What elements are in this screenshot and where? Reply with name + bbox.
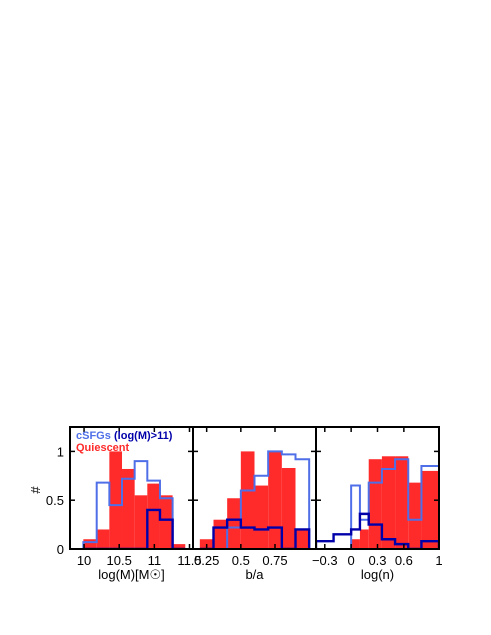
- x-tick-label: 0.25: [194, 553, 219, 568]
- quiescent-bar: [281, 467, 296, 549]
- x-axis-label: log(n): [361, 567, 394, 582]
- x-tick-label: 10.5: [107, 553, 132, 568]
- panel-1: 10 10.5 11 11.5 0 0.5 1 log(M)[M☉]: [46, 426, 202, 582]
- x-tick-label: 0.3: [368, 553, 386, 568]
- x-tick-label: 11.5: [177, 553, 201, 568]
- x-tick-label: 11: [148, 553, 162, 568]
- quiescent-bar: [172, 544, 186, 549]
- legend: cSFGs (log(M)>11) Quiescent: [76, 430, 173, 454]
- quiescent-bar: [134, 495, 148, 549]
- massive-step-line: [83, 508, 186, 549]
- legend-quiescent-label: Quiescent: [76, 442, 130, 454]
- x-tick-label: 0.5: [232, 553, 250, 568]
- csfg-step-line: [316, 458, 439, 549]
- y-tick-label: 1: [57, 444, 64, 459]
- csfg-step-line: [199, 450, 311, 549]
- quiescent-bar: [227, 498, 241, 549]
- quiescent-bar: [122, 468, 135, 549]
- quiescent-bar: [368, 459, 382, 549]
- quiescent-bar: [96, 529, 110, 549]
- x-axis-label: log(M)[M☉]: [98, 567, 165, 582]
- y-axis-label: #: [28, 486, 43, 494]
- massive-step-line: [199, 518, 311, 549]
- y-tick-label: 0: [57, 542, 64, 557]
- massive-step-line: [316, 512, 439, 549]
- x-tick-label: −0.3: [312, 553, 338, 568]
- quiescent-bar: [240, 451, 255, 549]
- quiescent-bar: [408, 482, 422, 549]
- csfg-step-line: [82, 460, 186, 549]
- quiescent-bar: [213, 519, 228, 549]
- quiescent-bar: [359, 529, 369, 549]
- quiescent-bar: [295, 529, 310, 549]
- x-axis-label: b/a: [245, 567, 264, 582]
- legend-csfg-label: cSFGs: [76, 430, 111, 442]
- y-tick-label: 0.5: [46, 493, 64, 508]
- panel-2: 0.25 0.5 0.75b/a: [192, 426, 317, 582]
- x-tick-label: 0.75: [262, 553, 287, 568]
- quiescent-bar: [395, 456, 409, 549]
- panel-3: −0.3 0 0.3 0.6 1 log(n): [312, 426, 443, 582]
- quiescent-bar: [381, 456, 396, 549]
- x-tick-label: 1: [435, 553, 442, 568]
- quiescent-bar: [268, 451, 282, 549]
- x-tick-label: 0.6: [395, 553, 413, 568]
- quiescent-bar: [83, 539, 97, 549]
- quiescent-bar: [147, 483, 160, 549]
- quiescent-bar: [351, 539, 360, 549]
- legend-massive-label: (log(M)>11): [114, 430, 173, 442]
- quiescent-bar: [159, 495, 173, 549]
- quiescent-bar: [254, 485, 269, 549]
- plot-area: [82, 451, 186, 549]
- plot-area: [199, 450, 311, 549]
- x-tick-label: 10: [77, 553, 91, 568]
- quiescent-bar: [109, 451, 123, 549]
- quiescent-bar: [421, 470, 439, 549]
- x-tick-label: 0: [348, 553, 355, 568]
- plot-area: [316, 456, 439, 549]
